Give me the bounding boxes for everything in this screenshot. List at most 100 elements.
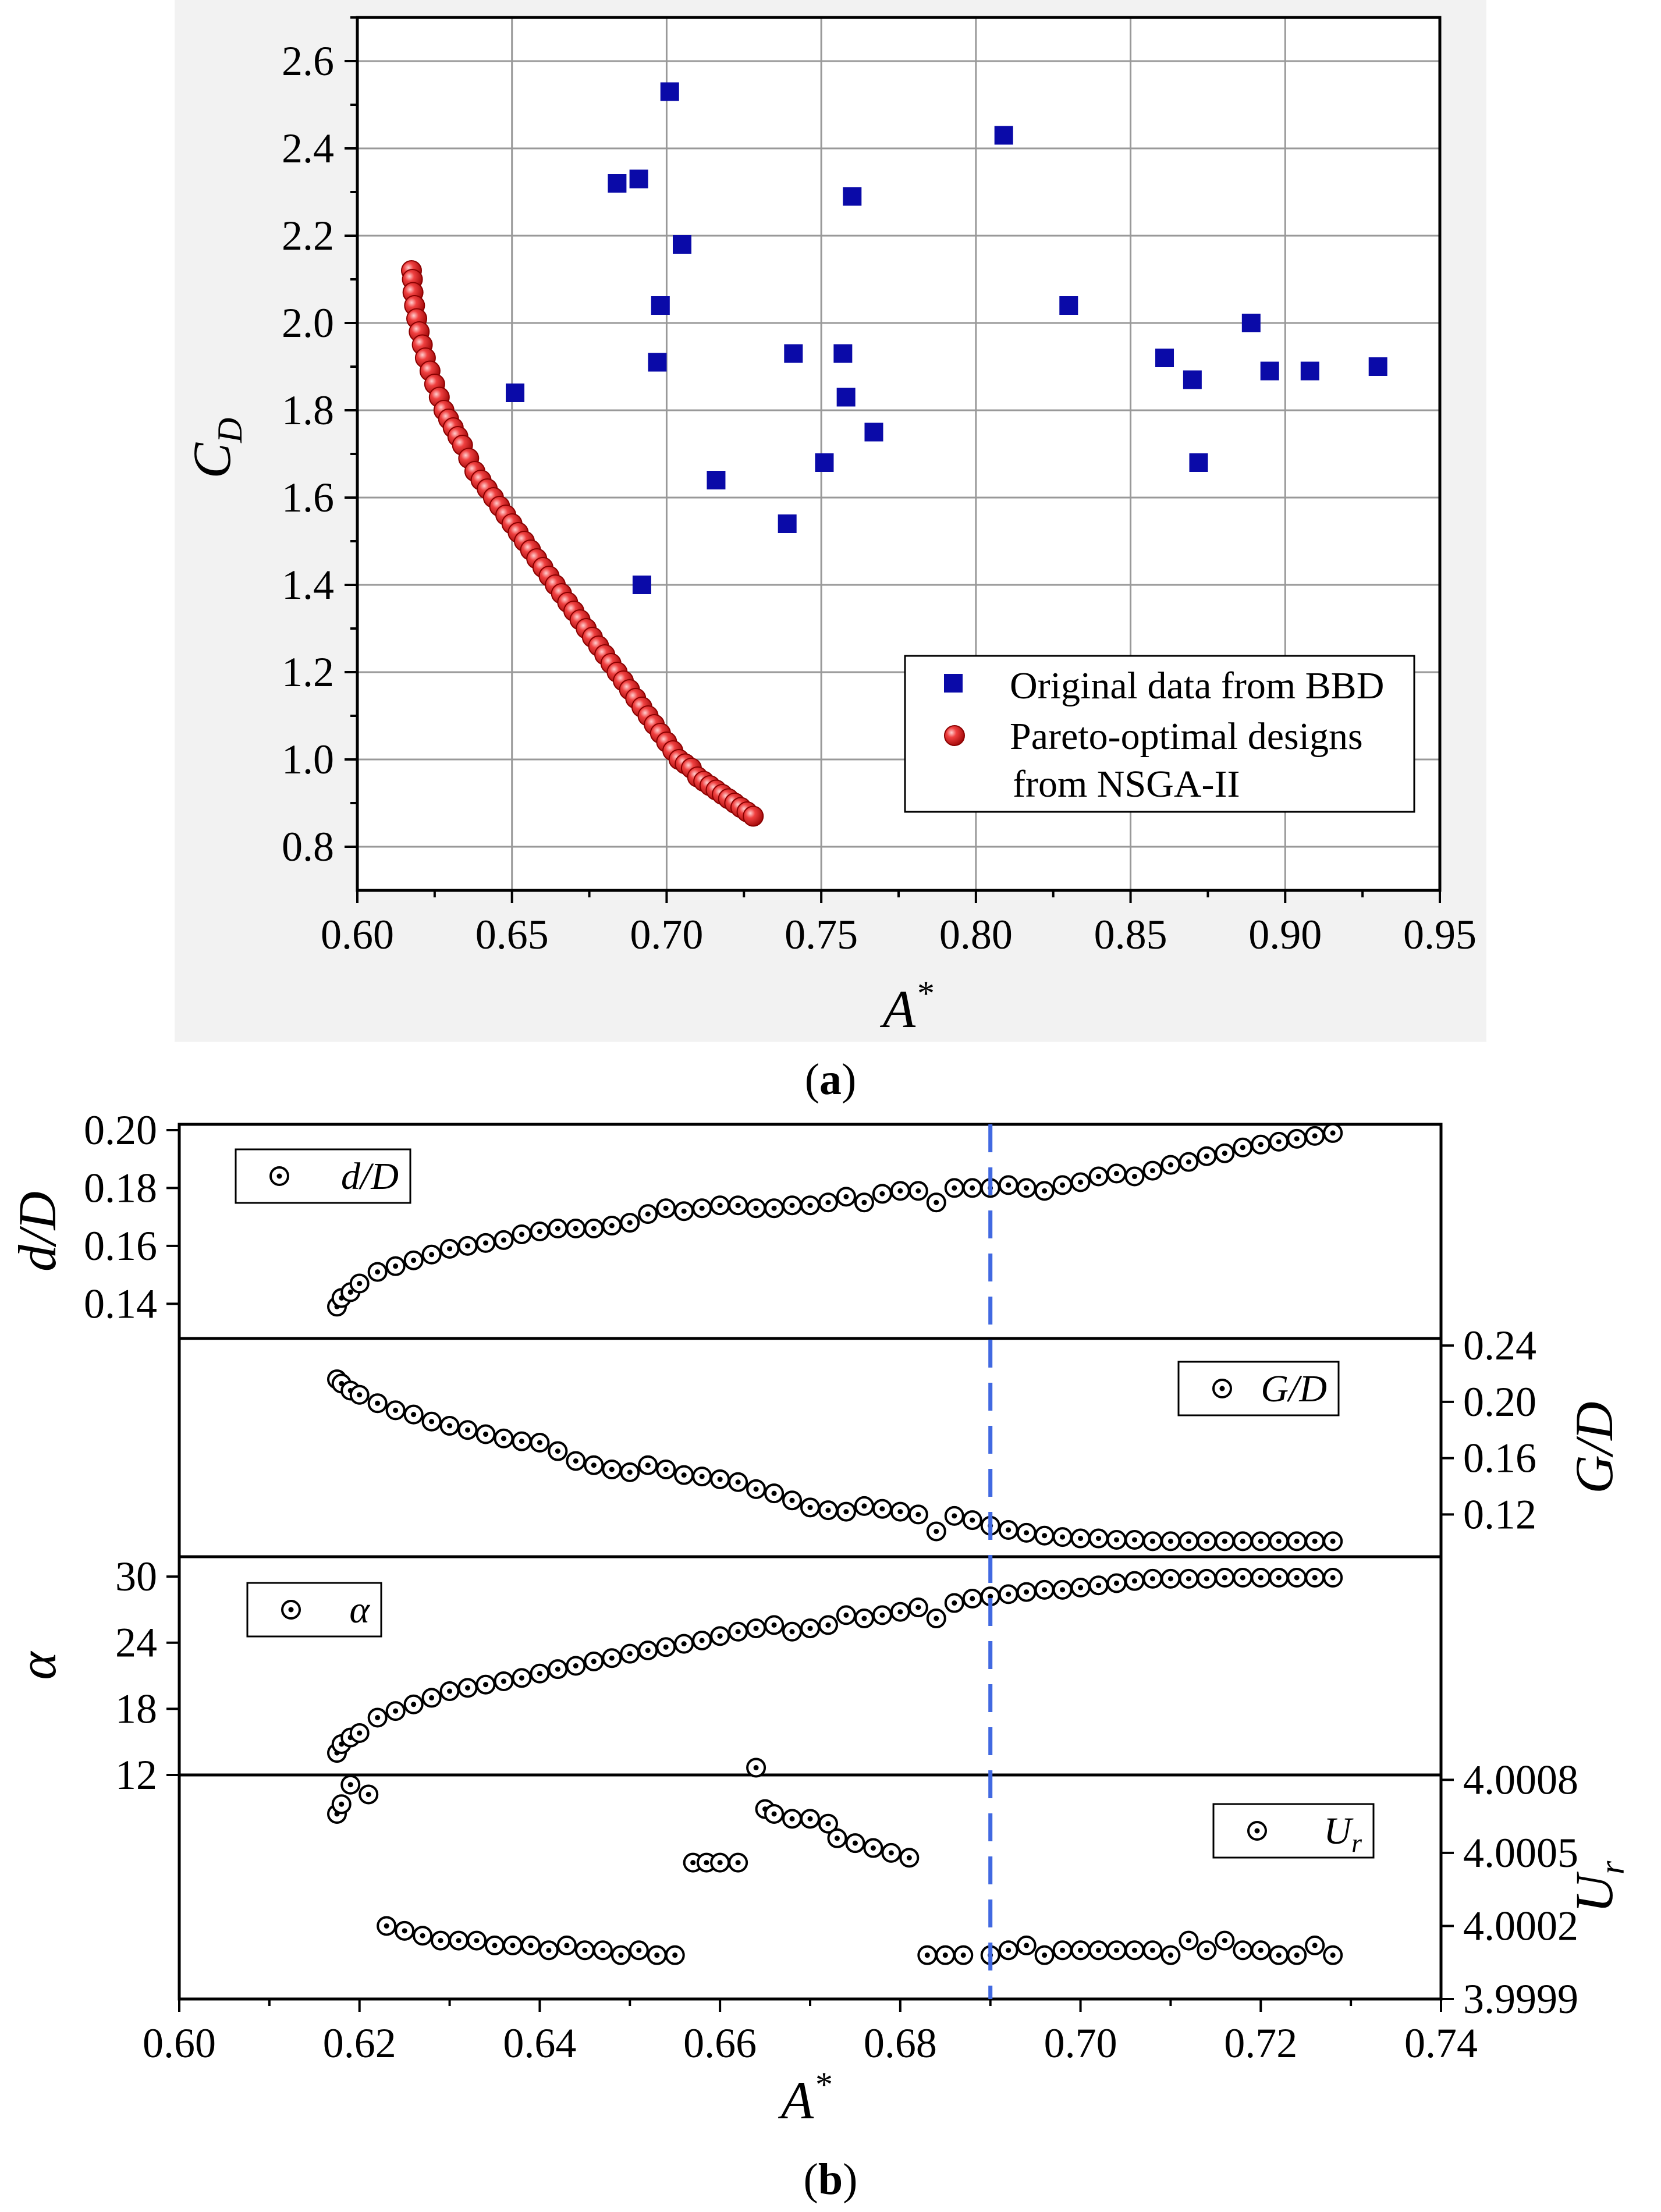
subplot-point <box>710 1195 730 1216</box>
subplot-point <box>818 1813 838 1834</box>
bbd-point <box>994 126 1013 145</box>
subplot-point <box>908 1504 928 1525</box>
subplot-ytick-label: 0.24 <box>1463 1322 1536 1369</box>
subplot-point <box>620 1462 640 1482</box>
subplot-point <box>899 1848 920 1868</box>
subplot-point <box>926 1192 946 1213</box>
subplot-point <box>367 1262 388 1282</box>
subplot-point <box>746 1479 766 1499</box>
subplot-point <box>1287 1567 1307 1588</box>
subplot-point <box>602 1216 622 1236</box>
subplot-point <box>845 1833 865 1854</box>
panel-b-xtick-label: 0.66 <box>683 2020 757 2067</box>
subplot-point <box>1088 1528 1109 1549</box>
subplot-ytick-label: 30 <box>115 1553 157 1600</box>
subplot-point <box>457 1678 478 1698</box>
subplot-point <box>439 1416 460 1436</box>
subplot-point <box>836 1187 856 1207</box>
subplot-point <box>566 1656 586 1676</box>
subplot-point <box>349 1723 370 1744</box>
subplot-point <box>692 1467 712 1487</box>
subplot-point <box>431 1930 451 1951</box>
bbd-point <box>1189 453 1208 472</box>
subplot-point <box>1233 1567 1253 1588</box>
panel-a-ytick-label: 1.0 <box>282 736 334 783</box>
subplot-point <box>1287 1128 1307 1149</box>
subplot-point <box>818 1192 838 1213</box>
subplot-point <box>764 1198 785 1219</box>
pareto-point <box>743 805 764 827</box>
subplot-point <box>413 1926 433 1946</box>
subplot-ytick-label: 0.20 <box>84 1107 157 1153</box>
panel-b-subplot-3: 12 18 24 30 α α <box>8 1553 1443 1798</box>
subplot-point <box>485 1935 505 1955</box>
legend-pareto-marker <box>944 725 965 746</box>
panel-a-ytick-label: 1.4 <box>282 562 334 608</box>
subplot-point <box>620 1213 640 1233</box>
subplot-point <box>962 1510 982 1531</box>
subplot-point <box>467 1930 487 1951</box>
subplot-y-axis-title: α <box>8 1651 67 1680</box>
subplot-point <box>1233 1940 1253 1961</box>
legend-pareto-label: Pareto-optimal designs from NSGA-II <box>1010 715 1372 805</box>
subplot-point <box>1269 1531 1289 1551</box>
subplot-legend-label: α <box>349 1589 370 1631</box>
subplot-point <box>538 1940 559 1961</box>
subplot-point <box>696 1852 716 1873</box>
subplot-point <box>1179 1531 1199 1551</box>
subplot-point <box>1124 1940 1145 1961</box>
subplot-point <box>1197 1531 1217 1551</box>
subplot-point <box>764 1803 785 1824</box>
subplot-point <box>367 1707 388 1728</box>
subplot-point <box>475 1424 496 1444</box>
bbd-point <box>660 82 679 101</box>
subplot-point <box>1323 1567 1343 1588</box>
subplot-point <box>1160 1945 1181 1965</box>
subplot-point <box>746 1757 766 1778</box>
bbd-point <box>1241 314 1261 332</box>
subplot-point <box>349 1384 370 1405</box>
subplot-legend: α <box>246 1582 382 1638</box>
subplot-point <box>1034 1579 1055 1600</box>
panel-a-ytick-label: 2.2 <box>282 212 334 259</box>
subplot-legend: d/D <box>235 1148 411 1204</box>
subplot-point <box>998 1175 1018 1195</box>
bbd-point <box>1155 349 1174 367</box>
subplot-point <box>1305 1567 1325 1588</box>
subplot-point <box>1124 1529 1145 1550</box>
panel-b-subplot-1: 0.14 0.16 0.18 0.20 d/D d/D <box>8 1107 1443 1340</box>
bbd-point <box>778 514 797 533</box>
subplot-legend-label: G/D <box>1261 1368 1327 1410</box>
subplot-point <box>475 1674 496 1695</box>
subplot-frame <box>178 1555 1443 1777</box>
panel-b-xtick-label: 0.60 <box>143 2020 216 2067</box>
subplot-point <box>800 1809 820 1829</box>
subplot-point <box>1179 1152 1199 1172</box>
subplot-point <box>962 1178 982 1198</box>
subplot-point <box>1323 1531 1343 1551</box>
subplot-point <box>953 1945 974 1965</box>
bbd-point <box>673 235 691 254</box>
subplot-point <box>1052 1940 1073 1961</box>
subplot-y-axis-title: Ur <box>1564 1861 1631 1913</box>
bbd-point <box>648 353 667 372</box>
panel-a-y-axis-title: CD <box>182 418 249 479</box>
subplot-point <box>584 1651 604 1671</box>
subplot-point <box>1287 1531 1307 1551</box>
subplot-point <box>359 1784 379 1805</box>
subplot-point <box>1016 1935 1037 1955</box>
panel-a-ytick-label: 1.8 <box>282 387 334 434</box>
subplot-point <box>1215 1567 1235 1588</box>
subplot-point <box>1052 1175 1073 1195</box>
subplot-point <box>1197 1568 1217 1589</box>
subplot-point <box>512 1431 532 1451</box>
subplot-point <box>592 1940 613 1961</box>
subplot-ytick-label: 18 <box>115 1685 157 1732</box>
subplot-point <box>1070 1172 1091 1192</box>
panel-a-xtick-label: 0.95 <box>1403 911 1477 958</box>
panel-b-xtick-label: 0.64 <box>503 2020 576 2067</box>
subplot-point <box>647 1945 667 1965</box>
bbd-point <box>651 296 670 315</box>
panel-b-xtick-label: 0.62 <box>323 2020 396 2067</box>
panel-b-xtick-label: 0.74 <box>1404 2020 1478 2067</box>
